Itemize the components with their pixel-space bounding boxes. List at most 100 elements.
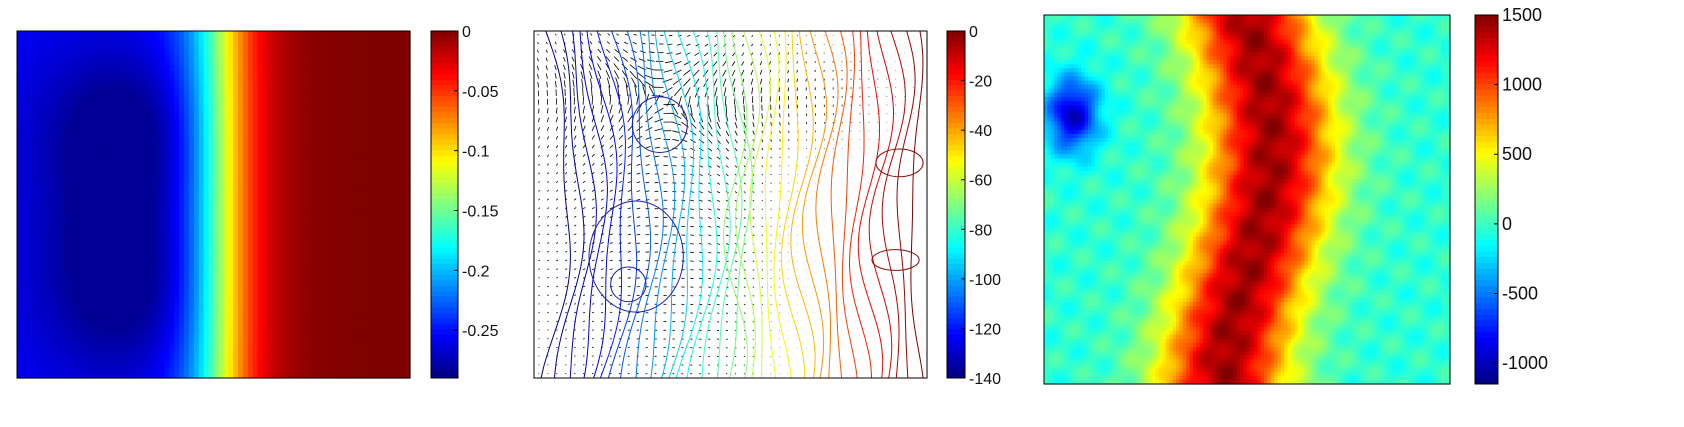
heatmap-1-cell [375,140,382,146]
heatmap-1-cell [174,115,180,121]
heatmap-1-cell [169,100,175,106]
heatmap-1-cell [61,189,67,196]
heatmap-1-cell [272,209,278,216]
heatmap-1-cell [115,50,121,57]
heatmap-1-cell [238,149,244,156]
heatmap-1-cell [321,234,328,240]
heatmap-1-cell [36,199,43,206]
heatmap-1-cell [179,110,185,116]
heatmap-1-cell [292,308,298,315]
heatmap-1-cell [71,254,77,260]
heatmap-1-cell [26,149,33,156]
heatmap-1-cell [252,328,259,334]
heatmap-1-cell [331,65,337,72]
heatmap-1-cell [120,40,126,47]
heatmap-1-cell [370,31,377,37]
heatmap-1-cell [247,65,254,72]
heatmap-1-cell [262,179,269,186]
heatmap-1-cell [139,313,146,320]
heatmap-1-cell [105,174,111,181]
heatmap-1-cell [355,234,362,240]
heatmap-1-cell [174,105,180,111]
heatmap-1-cell [125,174,131,181]
heatmap-1-cell [26,85,33,92]
heatmap-1-cell [115,65,121,72]
heatmap-1-cell [75,169,82,176]
heatmap-1-cell [390,35,396,42]
heatmap-1-cell [26,120,33,126]
heatmap-1-cell [46,149,52,156]
heatmap-1-cell [90,100,97,106]
heatmap-1-cell [36,50,43,57]
heatmap-1-cell [139,90,146,97]
heatmap-1-cell [154,263,161,270]
heatmap-1-cell [252,125,259,131]
heatmap-1-cell [355,333,362,339]
heatmap-1-cell [174,40,180,47]
heatmap-1-cell [405,268,411,275]
heatmap-1-cell [66,65,72,72]
heatmap-1-cell [247,45,254,52]
heatmap-1-cell [21,333,28,339]
heatmap-1-cell [100,154,107,161]
heatmap-1-cell [17,125,23,131]
heatmap-1-cell [90,298,97,305]
heatmap-1-cell [223,204,229,211]
heatmap-1-cell [149,244,156,250]
heatmap-1-cell [56,55,62,62]
heatmap-1-cell [17,328,23,334]
heatmap-1-cell [346,154,352,161]
heatmap-1-cell [262,110,269,116]
heatmap-1-cell [80,333,87,339]
heatmap-1-cell [351,318,357,325]
heatmap-1-cell [375,164,382,171]
heatmap-1-cell [21,308,28,315]
heatmap-1-cell [110,100,116,106]
heatmap-1-cell [139,234,146,240]
heatmap-1-cell [51,140,57,146]
heatmap-1-cell [51,234,57,240]
heatmap-1-cell [41,70,48,77]
heatmap-1-cell [85,244,92,250]
heatmap-1-cell [390,283,396,290]
heatmap-1-cell [61,65,67,72]
heatmap-1-cell [188,120,195,126]
heatmap-1-cell [247,249,254,255]
heatmap-1-cell [21,293,28,300]
heatmap-1-cell [267,194,274,201]
heatmap-1-cell [395,234,401,240]
heatmap-1-cell [159,219,165,225]
heatmap-1-cell [301,239,308,245]
heatmap-1-cell [149,308,156,315]
heatmap-1-cell [375,184,382,191]
heatmap-1-cell [321,194,328,201]
heatmap-1-cell [129,55,136,62]
heatmap-1-cell [292,174,298,181]
heatmap-1-cell [252,169,259,176]
heatmap-1-cell [129,45,136,52]
heatmap-1-cell [125,229,131,235]
heatmap-1-cell [36,80,43,87]
heatmap-1-cell [105,333,111,339]
heatmap-1-cell [247,273,254,280]
heatmap-1-cell [316,244,323,250]
heatmap-1-cell [297,60,303,67]
heatmap-1-cell [139,204,146,211]
heatmap-1-cell [405,85,411,92]
heatmap-1-cell [139,209,146,216]
heatmap-1-cell [179,263,185,270]
heatmap-1-cell [306,209,313,216]
heatmap-1-cell [90,90,97,97]
heatmap-1-cell [85,115,92,121]
heatmap-1-cell [26,273,33,280]
heatmap-1-cell [56,145,62,151]
heatmap-1-cell [390,60,396,67]
heatmap-1-cell [306,239,313,245]
heatmap-1-cell [351,303,357,310]
heatmap-1-cell [346,204,352,211]
heatmap-1-cell [174,159,180,166]
heatmap-1-cell [198,249,205,255]
heatmap-1-cell [360,169,367,176]
heatmap-1-cell [46,174,52,181]
heatmap-1-cell [292,70,298,77]
